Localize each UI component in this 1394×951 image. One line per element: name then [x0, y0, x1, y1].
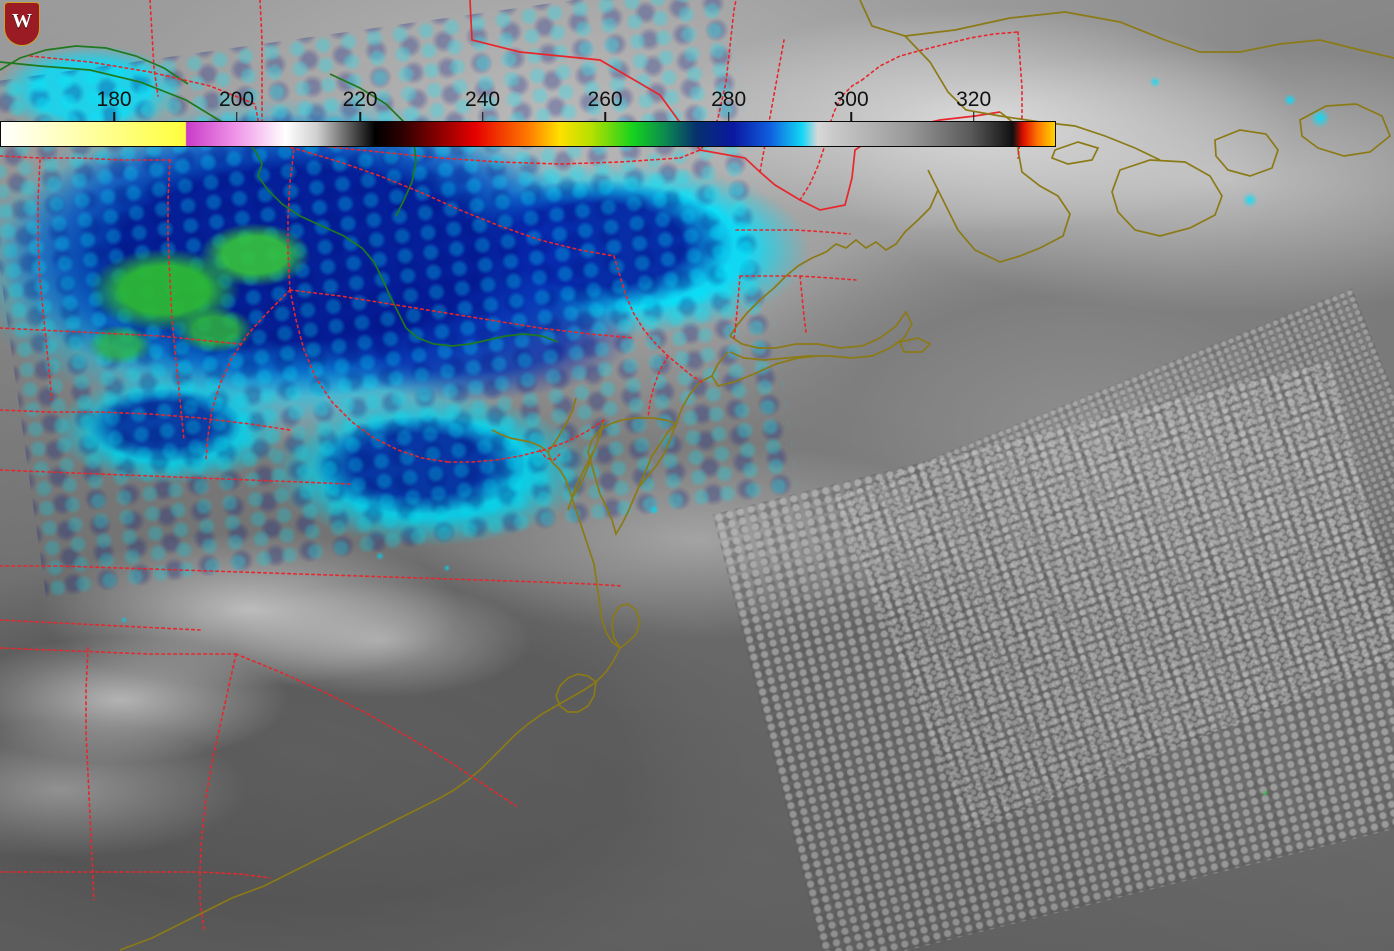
state-border-vt-nh: [759, 39, 785, 173]
newfoundland-coastline: [1299, 103, 1392, 157]
colorbar-label-220: 220: [342, 88, 378, 111]
state-border-il-in: [37, 159, 53, 401]
colorbar-label-200: 200: [219, 88, 255, 111]
cape-breton-coastline: [1214, 129, 1279, 177]
long-island-coastline: [711, 351, 819, 387]
chesapeake-bay: [567, 419, 605, 511]
state-border-mi-in: [0, 155, 173, 161]
lake-erie-shore: [257, 175, 407, 329]
state-border-sc-ga: [199, 653, 237, 931]
colorbar-tick-320: [972, 112, 975, 121]
state-border-in-oh: [167, 159, 185, 441]
colorbar-tick-180: [113, 112, 115, 121]
state-border-va-nc: [0, 565, 623, 587]
pamlico-sound: [555, 673, 597, 713]
colorbar-label-240: 240: [465, 88, 501, 111]
state-border-ga-al: [85, 647, 95, 901]
cape-cod-coastline: [729, 310, 913, 361]
colorbar-tick-220: [359, 112, 361, 121]
south-carolina-coastline: [119, 891, 249, 951]
state-border-md-wv: [447, 419, 605, 463]
colorbar-label-180: 180: [96, 88, 132, 111]
colorbar-gradient: [0, 121, 1056, 147]
state-border-nj-de: [647, 355, 669, 419]
crest-letter: W: [12, 10, 32, 32]
maine-coastline: [729, 189, 939, 337]
colorbar-tick-280: [727, 112, 730, 121]
colorbar-tick-marks: [0, 112, 1056, 121]
colorbar-tick-240: [481, 112, 484, 121]
colorbar-label-260: 260: [587, 88, 623, 111]
state-border-pa-nj: [613, 255, 703, 383]
colorbar-tick-300: [850, 112, 852, 121]
pei-coastline: [1050, 141, 1100, 165]
state-border-nc-tn: [0, 647, 237, 655]
state-border-ny-ct: [733, 275, 741, 341]
colorbar-tick-200: [235, 112, 238, 121]
lake-huron-shore: [0, 45, 189, 85]
state-border-ct-ri: [799, 275, 807, 333]
state-border-pa-north: [261, 139, 681, 165]
state-border-pa-ny: [261, 139, 615, 257]
state-border-nc-sc: [235, 653, 517, 807]
state-border-pa-oh: [287, 149, 295, 291]
state-border-ky-tn-w: [0, 327, 241, 345]
new-brunswick-coastline: [927, 111, 1071, 263]
state-border-ma-ct: [739, 275, 857, 281]
colorbar-label-300: 300: [833, 88, 869, 111]
colorbar-label-280: 280: [711, 88, 747, 111]
state-border-me-qc: [861, 31, 1019, 81]
crest-shield-shape: [4, 2, 40, 46]
virginia-coastline: [611, 603, 641, 650]
state-border-ny-vt-nh: [679, 0, 737, 159]
lake-erie-south-shore: [405, 327, 559, 347]
delmarva-coastline: [587, 417, 678, 537]
state-border-ma-north: [735, 229, 851, 235]
chesapeake-western-shore: [547, 397, 621, 649]
colorbar-label-320: 320: [956, 88, 992, 111]
colorbar-tick-260: [604, 112, 606, 121]
uw-crest-icon: W: [4, 2, 40, 46]
gaspe-coastline: [904, 35, 1161, 161]
state-border-ny-pa: [29, 55, 263, 141]
state-border-oh-wv: [205, 289, 291, 461]
quebec-coastline: [859, 0, 1394, 59]
state-border-nc-va-west: [0, 619, 201, 631]
new-jersey-coastline: [639, 375, 713, 487]
colorbar-tick-labels: 180 200 220 240 260 280 300 320: [0, 88, 1056, 112]
potomac-river: [491, 429, 549, 453]
state-border-ky-va: [0, 409, 291, 431]
lake-ontario-shore: [0, 61, 263, 177]
state-border-ga-fl: [0, 871, 271, 879]
colorbar-legend: 180 200 220 240 260 280 300 320: [0, 88, 1056, 150]
state-border-wv-va: [289, 289, 449, 463]
nova-scotia-coastline: [1111, 159, 1223, 237]
state-border-dc-md: [539, 449, 561, 461]
nantucket-islands: [898, 337, 932, 353]
outer-banks: [247, 647, 621, 893]
state-border-tn-ky: [0, 469, 351, 485]
state-border-nh-me: [799, 79, 863, 201]
state-border-ny-west: [149, 0, 159, 97]
state-border-pa-south: [289, 289, 635, 339]
